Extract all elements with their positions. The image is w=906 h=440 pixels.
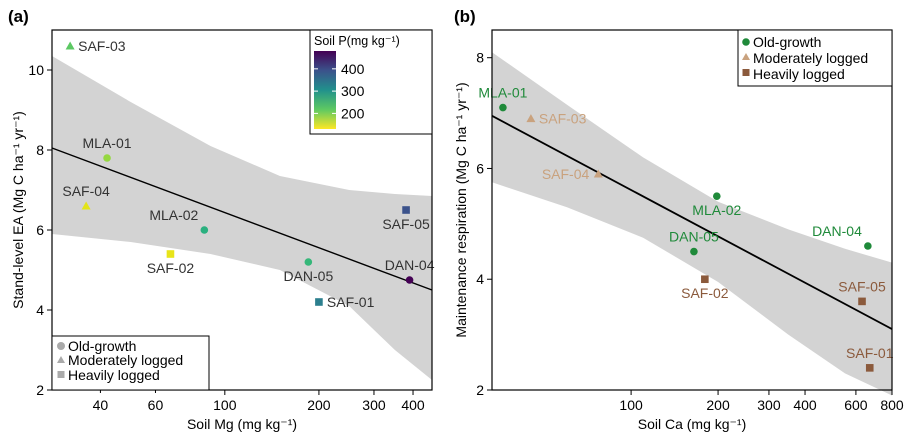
point-label-dan-05: DAN-05 [283, 268, 333, 284]
x-tick-label: 40 [93, 397, 109, 413]
panel-a-y-axis-label: Stand-level EA (Mg C ha⁻¹ yr⁻¹) [10, 111, 26, 309]
panel-a-legend-old-growth: Old-growth [68, 338, 136, 354]
x-tick-label: 200 [307, 397, 331, 413]
colorbar-gradient [314, 51, 336, 129]
confidence-band [52, 56, 432, 380]
colorbar-tick-label: 400 [341, 61, 365, 77]
y-tick-label: 6 [36, 222, 44, 238]
panel-b-x-axis-label: Soil Ca (mg kg⁻¹) [638, 416, 747, 432]
x-tick-label: 400 [793, 397, 817, 413]
regression-line [51, 147, 433, 291]
data-point-saf-02 [166, 250, 175, 258]
colorbar: Soil P(mg kg⁻¹) 200 300 400 [309, 29, 433, 135]
x-tick-label: 600 [844, 397, 868, 413]
point-label-dan-04: DAN-04 [812, 223, 862, 239]
point-label-mla-02: MLA-02 [149, 207, 198, 223]
data-point-mla-01 [499, 103, 507, 112]
data-point-saf-05 [858, 297, 866, 306]
y-tick-label: 2 [36, 382, 44, 398]
point-label-dan-05: DAN-05 [669, 229, 719, 245]
colorbar-title: Soil P(mg kg⁻¹) [314, 34, 400, 48]
point-label-saf-05: SAF-05 [838, 278, 886, 294]
point-label-saf-01: SAF-01 [327, 294, 375, 310]
data-point-saf-04 [593, 169, 603, 178]
legend-circle-marker [742, 38, 750, 46]
panel-a-legend-box [51, 335, 210, 391]
data-point-mla-02 [713, 192, 721, 200]
data-point-dan-04 [405, 276, 414, 284]
point-label-saf-02: SAF-02 [681, 285, 729, 301]
data-point-dan-05 [304, 258, 313, 266]
panel-b-legend: Old-growth Moderately logged Heavily log… [737, 29, 893, 87]
panel-a-label: (a) [8, 7, 29, 26]
panel-a-legend-heavily-logged: Heavily logged [68, 367, 160, 383]
y-tick-label: 4 [476, 271, 484, 287]
x-tick-label: 100 [619, 397, 643, 413]
data-point-mla-01 [103, 154, 111, 162]
point-label-dan-04: DAN-04 [385, 257, 435, 273]
point-label-mla-01: MLA-01 [478, 85, 527, 101]
panel-b-legend-moderately-logged: Moderately logged [753, 50, 868, 66]
y-tick-label: 8 [476, 50, 484, 66]
panel-b-legend-old-growth: Old-growth [753, 34, 821, 50]
panel-a-legend-moderately-logged: Moderately logged [68, 352, 183, 368]
point-label-saf-04: SAF-04 [542, 166, 590, 182]
x-tick-label: 800 [880, 397, 904, 413]
panel-b-legend-heavily-logged: Heavily logged [753, 66, 845, 82]
point-label-saf-04: SAF-04 [62, 183, 110, 199]
x-tick-label: 60 [148, 397, 164, 413]
panel-a-legend: Old-growth Moderately logged Heavily log… [51, 335, 210, 391]
legend-square-marker [742, 69, 750, 76]
panel-a-frame [51, 29, 433, 391]
point-label-saf-05: SAF-05 [382, 216, 430, 232]
panel-b-y-axis-label: Maintenance respiration (Mg C ha⁻¹ yr⁻¹) [453, 82, 469, 337]
colorbar-tick-label: 300 [341, 83, 365, 99]
y-tick-label: 2 [476, 382, 484, 398]
x-tick-label: 400 [401, 397, 425, 413]
point-label-saf-03: SAF-03 [539, 111, 587, 127]
data-point-mla-02 [200, 226, 209, 234]
data-point-saf-02 [701, 275, 709, 284]
data-point-saf-01 [315, 298, 323, 306]
data-point-saf-05 [402, 206, 410, 214]
x-tick-label: 300 [757, 397, 781, 413]
data-point-saf-03 [65, 41, 75, 50]
x-tick-label: 300 [362, 397, 386, 413]
point-label-mla-02: MLA-02 [692, 202, 741, 218]
point-label-mla-01: MLA-01 [83, 135, 132, 151]
legend-circle-marker [57, 342, 65, 350]
y-tick-label: 4 [36, 302, 44, 318]
x-tick-label: 100 [213, 397, 237, 413]
data-point-dan-04 [864, 242, 872, 250]
data-point-dan-05 [690, 247, 698, 256]
data-point-saf-03 [526, 114, 536, 123]
legend-triangle-marker [57, 356, 65, 363]
panel-b-legend-box [737, 29, 893, 87]
point-label-saf-01: SAF-01 [846, 345, 894, 361]
legend-square-marker [57, 371, 65, 378]
y-tick-label: 6 [476, 160, 484, 176]
point-label-saf-02: SAF-02 [147, 260, 195, 276]
colorbar-tick-label: 200 [341, 105, 365, 121]
point-label-saf-03: SAF-03 [78, 38, 126, 54]
panel-b: (b) MLA-01 SAF-03 SAF-04 MLA-02 DAN-05 SAF-02… [453, 7, 904, 432]
y-tick-label: 10 [28, 62, 44, 78]
panel-a: (a) SAF-03 MLA-01 SAF-04 SAF-02 MLA-02 DAN-05… [8, 7, 435, 432]
x-tick-label: 200 [706, 397, 730, 413]
panel-a-x-axis-label: Soil Mg (mg kg⁻¹) [187, 416, 297, 432]
regression-line [491, 115, 893, 330]
legend-triangle-marker [742, 53, 750, 60]
data-point-saf-04 [81, 201, 91, 210]
y-tick-label: 8 [36, 142, 44, 158]
panel-b-frame [491, 29, 893, 391]
panel-b-label: (b) [454, 7, 476, 26]
confidence-band [492, 52, 892, 396]
data-point-saf-01 [865, 364, 874, 372]
